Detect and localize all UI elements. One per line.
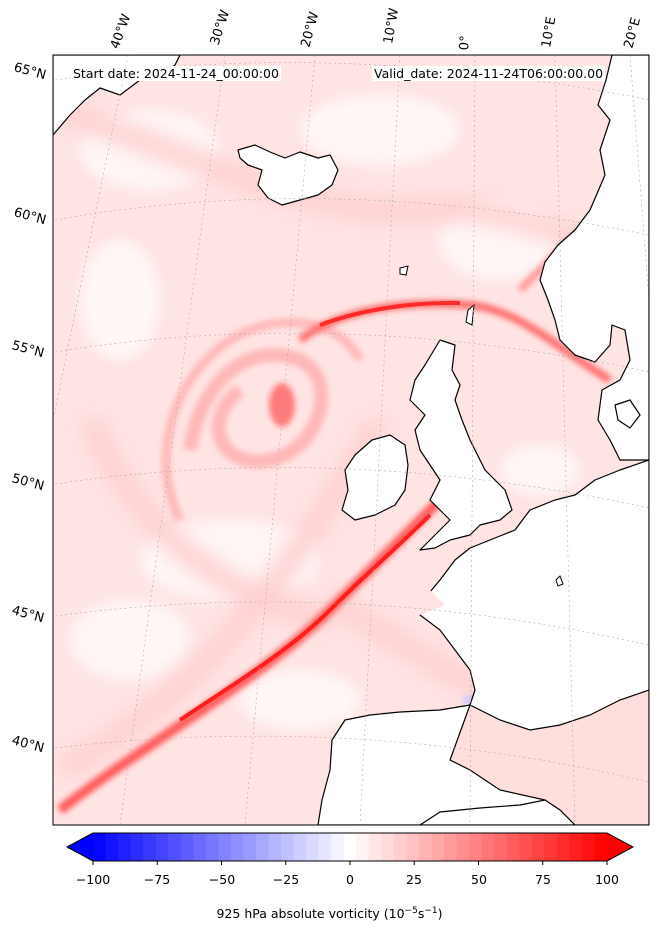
colorbar-title-main: 925 hPa absolute vorticity (10 [216,906,405,922]
iceland [237,144,339,206]
colorbar-level [431,833,445,861]
colorbar-level [343,833,357,861]
colorbar-level [494,833,508,861]
graticule [53,55,649,825]
lon-label-0: 0° [457,34,474,51]
colorbar-level [444,833,458,861]
colorbar-level [456,833,470,861]
colorbar-level [218,833,232,861]
map-frame [52,54,650,826]
cyclone-swirl [161,318,365,523]
cbar-tick-25: 25 [406,872,422,887]
colorbar-level [93,833,107,861]
colorbar-level [318,833,332,861]
colorbar-level [168,833,182,861]
colorbar-level [230,833,244,861]
colorbar-level [331,833,345,861]
cbar-tick-100: 100 [595,872,619,887]
cbar-tick-neg50: −50 [208,872,236,887]
ireland [341,434,409,521]
colorbar-level [306,833,320,861]
colorbar-level [581,833,595,861]
colorbar-level [130,833,144,861]
colorbar-title-end: ) [437,906,443,922]
cyclone-core [269,383,295,427]
great-britain [409,339,513,551]
colorbar-level [268,833,282,861]
colorbar-level [105,833,119,861]
colorbar-level [118,833,132,861]
colorbar-level [406,833,420,861]
colorbar-title: 925 hPa absolute vorticity (10−5s−1) [0,906,659,921]
colorbar-level [594,833,608,861]
cbar-tick-50: 50 [471,872,487,887]
colorbar-level [481,833,495,861]
colorbar-level [281,833,295,861]
colorbar-level [381,833,395,861]
colorbar-level [531,833,545,861]
colorbar-level [180,833,194,861]
colorbar-level [519,833,533,861]
cbar-tick-neg75: −75 [143,872,171,887]
valid-date-label: Valid_date: 2024-11-24T06:00:00.00 [372,66,606,81]
colorbar-level [393,833,407,861]
colorbar-title-exp1: −5 [404,906,418,916]
map-field [53,55,649,825]
northern-front-core [319,300,461,327]
bay-of-biscay-water [405,590,445,615]
mediterranean-sea [449,689,649,825]
colorbar-level [293,833,307,861]
colorbar-extend-max [607,833,633,861]
colorbar-title-exp2: −1 [424,906,438,916]
colorbar-level [143,833,157,861]
colorbar-level [506,833,520,861]
colorbar-level [569,833,583,861]
colorbar-level [556,833,570,861]
colorbar-title-mid: s [417,906,425,922]
colorbar-level [193,833,207,861]
colorbar-level [544,833,558,861]
cold-front-core [178,513,432,722]
cbar-tick-neg25: −25 [272,872,300,887]
cbar-tick-neg100: −100 [75,872,111,887]
north-africa [418,799,576,825]
cbar-tick-0: 0 [346,872,354,887]
start-date-label: Start date: 2024-11-24_00:00:00 [71,66,281,81]
colorbar-level [205,833,219,861]
colorbar-extend-min [67,833,93,861]
colorbar-level [356,833,370,861]
scandinavia [539,55,649,461]
colorbar-level [243,833,257,861]
colorbar-level [469,833,483,861]
colorbar-level [418,833,432,861]
small-islands [399,265,564,587]
danish-islands [614,399,641,429]
colorbar-level [255,833,270,861]
colorbar-level [155,833,169,861]
cbar-tick-75: 75 [535,872,551,887]
colorbar-level [368,833,382,861]
colorbar [65,832,635,865]
